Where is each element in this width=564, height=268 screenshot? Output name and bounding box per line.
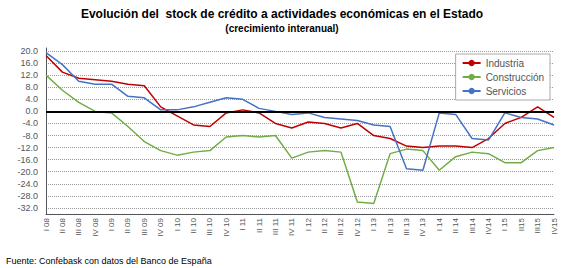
svg-text:-32.0: -32.0 — [17, 203, 38, 213]
svg-text:20.0: 20.0 — [20, 46, 38, 56]
svg-text:I 13: I 13 — [369, 217, 378, 231]
svg-text:(crecimiento interanual): (crecimiento interanual) — [225, 23, 338, 34]
svg-text:-16.0: -16.0 — [17, 155, 38, 165]
svg-text:IV 09: IV 09 — [156, 217, 165, 236]
svg-text:-8.0: -8.0 — [22, 131, 38, 141]
svg-text:II 10: II 10 — [189, 217, 198, 233]
svg-text:III 11: III 11 — [271, 217, 280, 235]
svg-text:IV 08: IV 08 — [91, 217, 100, 236]
svg-text:IV 13: IV 13 — [418, 217, 427, 236]
svg-text:8.0: 8.0 — [25, 82, 38, 92]
svg-text:IV 12: IV 12 — [353, 217, 362, 236]
svg-text:I 09: I 09 — [107, 217, 116, 231]
svg-text:I 11: I 11 — [238, 217, 247, 230]
svg-text:-24.0: -24.0 — [17, 179, 38, 189]
svg-text:-12.0: -12.0 — [17, 143, 38, 153]
svg-text:II 11: II 11 — [255, 217, 264, 233]
svg-text:IV 10: IV 10 — [222, 217, 231, 236]
svg-text:16.0: 16.0 — [20, 58, 38, 68]
svg-text:0.0: 0.0 — [25, 106, 38, 116]
svg-text:I 14: I 14 — [435, 217, 444, 231]
svg-text:Fuente: Confebask con datos de: Fuente: Confebask con datos del Banco de… — [6, 256, 212, 266]
svg-text:II 13: II 13 — [386, 217, 395, 233]
svg-text:III 08: III 08 — [74, 217, 83, 235]
svg-text:III 13: III 13 — [402, 217, 411, 235]
svg-text:III14: III14 — [468, 217, 477, 233]
svg-text:II15: II15 — [517, 217, 526, 231]
svg-text:I 15: I 15 — [500, 217, 509, 231]
svg-text:III 09: III 09 — [140, 217, 149, 235]
svg-text:I 08: I 08 — [42, 217, 51, 231]
svg-text:Servicios: Servicios — [486, 86, 527, 97]
svg-text:IV15: IV15 — [550, 217, 559, 234]
svg-text:Industria: Industria — [486, 58, 525, 69]
svg-text:-4.0: -4.0 — [22, 118, 38, 128]
svg-text:II 12: II 12 — [320, 217, 329, 233]
svg-text:III15: III15 — [533, 217, 542, 233]
svg-text:III 10: III 10 — [205, 217, 214, 235]
svg-text:-28.0: -28.0 — [17, 191, 38, 201]
svg-text:II 09: II 09 — [123, 217, 132, 233]
svg-text:12.0: 12.0 — [20, 70, 38, 80]
svg-text:-20.0: -20.0 — [17, 167, 38, 177]
svg-text:II 14: II 14 — [451, 217, 460, 233]
svg-text:I 10: I 10 — [173, 217, 182, 231]
svg-text:I 12: I 12 — [304, 217, 313, 231]
svg-text:Construcción: Construcción — [486, 72, 544, 83]
svg-text:III 12: III 12 — [336, 217, 345, 235]
svg-text:IV14: IV14 — [484, 217, 493, 234]
svg-text:IV 11: IV 11 — [287, 217, 296, 236]
svg-text:4.0: 4.0 — [25, 94, 38, 104]
svg-text:Evolución del stock de crédit: Evolución del stock de crédito a activid… — [81, 7, 483, 21]
svg-text:II 08: II 08 — [58, 217, 67, 233]
